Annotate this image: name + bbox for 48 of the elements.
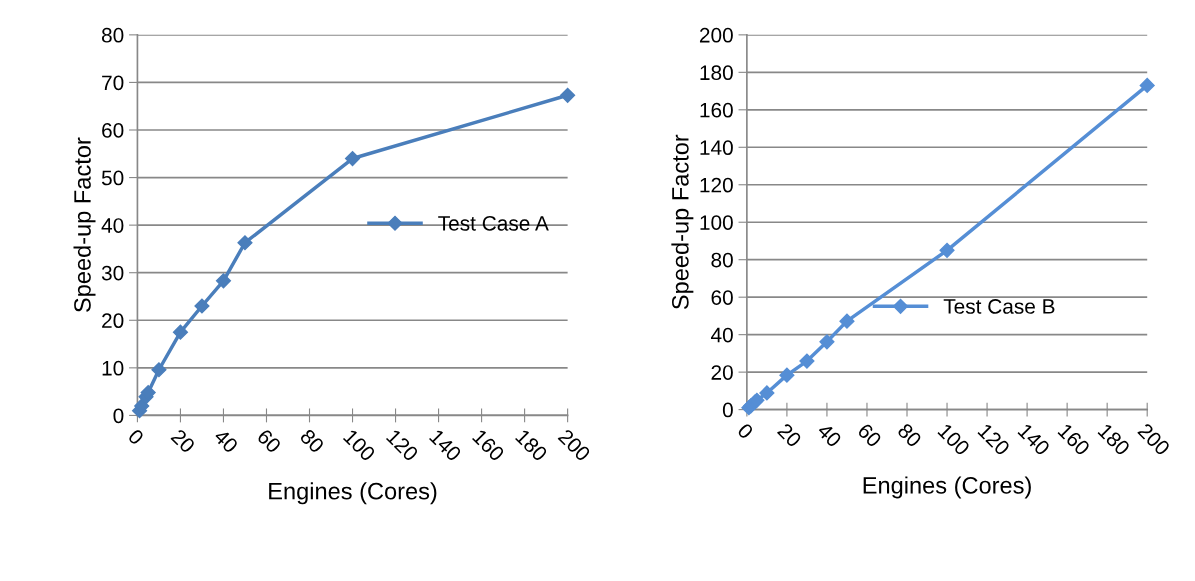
y-tick-label: 60	[711, 290, 733, 305]
x-tick-label: 140	[428, 428, 463, 463]
y-tick-label: 10	[102, 360, 124, 376]
x-tick-label: 60	[256, 428, 282, 454]
y-tick-label: 0	[722, 402, 733, 418]
y-axis-title: Speed-up Factor	[671, 134, 694, 310]
y-tick-label: 80	[101, 27, 124, 43]
y-tick-label: 70	[102, 75, 124, 91]
y-tick-label: 120	[700, 177, 733, 193]
x-tick-label: 80	[896, 422, 923, 449]
y-tick-label: 20	[711, 365, 733, 380]
y-tick-label: 50	[101, 170, 124, 186]
x-axis-title: Engines (Cores)	[863, 476, 1031, 499]
x-tick-label: 0	[127, 428, 145, 446]
x-tick-label: 200	[557, 428, 592, 463]
y-tick-label: 160	[700, 102, 733, 118]
y-tick-label: 0	[113, 408, 124, 424]
x-tick-label: 120	[977, 422, 1011, 457]
y-tick-label: 30	[101, 265, 124, 281]
y-tick-label: 60	[102, 123, 124, 138]
legend-label: Test Case B	[943, 299, 1055, 314]
x-tick-label: 120	[385, 428, 420, 463]
legend-label: Test Case A	[438, 215, 549, 231]
y-tick-label: 40	[101, 218, 124, 233]
x-tick-label: 20	[776, 422, 803, 449]
y-tick-label: 140	[700, 140, 733, 156]
x-tick-label: 200	[1137, 422, 1171, 457]
x-tick-label: 140	[1017, 422, 1051, 457]
x-tick-label: 160	[1057, 422, 1091, 457]
x-tick-label: 160	[471, 428, 506, 463]
x-tick-label: 100	[937, 422, 971, 457]
x-tick-label: 40	[212, 427, 239, 454]
x-tick-label: 40	[816, 422, 843, 449]
x-tick-label: 180	[514, 428, 549, 463]
x-tick-label: 20	[170, 428, 196, 454]
y-tick-label: 200	[699, 27, 733, 43]
y-axis-title: Speed-up Factor	[73, 137, 96, 312]
x-tick-label: 0	[736, 422, 755, 440]
x-tick-label: 80	[299, 428, 325, 454]
y-tick-label: 100	[700, 215, 733, 230]
y-tick-label: 80	[711, 252, 733, 268]
x-tick-label: 180	[1097, 422, 1131, 457]
x-tick-label: 100	[342, 428, 377, 463]
y-tick-label: 20	[102, 313, 124, 329]
y-tick-label: 40	[710, 327, 733, 343]
x-tick-label: 60	[856, 422, 883, 449]
y-tick-label: 180	[700, 65, 733, 81]
x-axis-title: Engines (Cores)	[269, 482, 437, 505]
